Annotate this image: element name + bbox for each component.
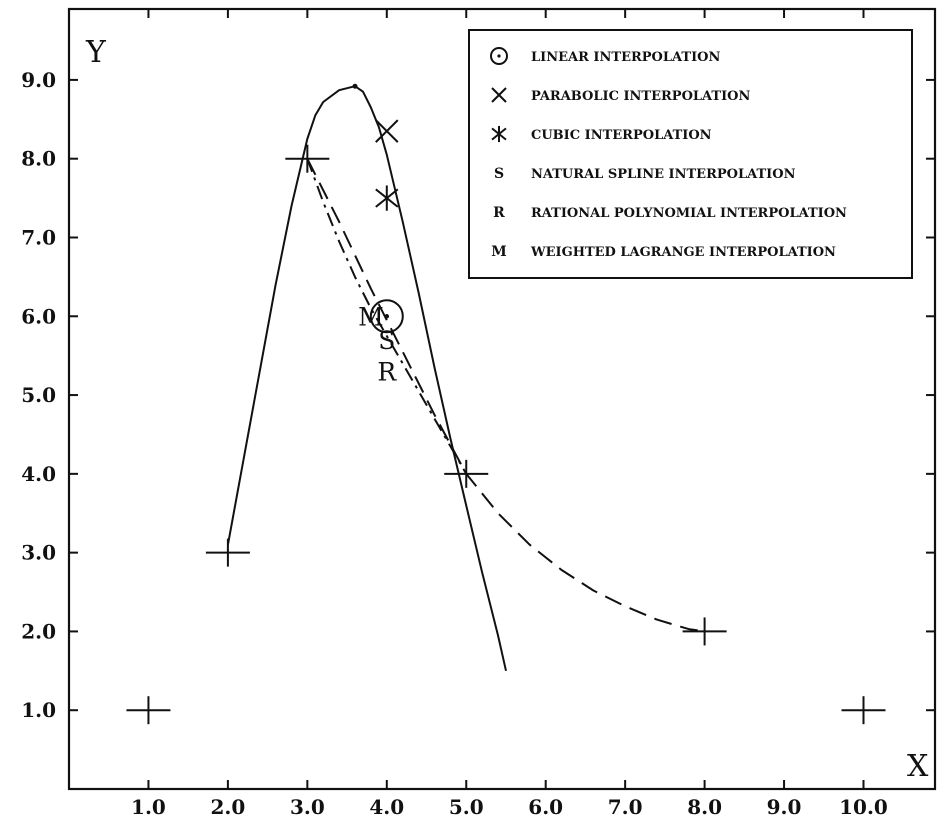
circle-ring (490, 47, 508, 65)
x-axis-title: X (907, 749, 929, 784)
plot-frame (67, 7, 937, 791)
symbol-S: S (494, 166, 504, 182)
symbol-M: M (491, 244, 507, 260)
symbol-letter: M (491, 244, 507, 260)
circle-center (497, 54, 501, 58)
y-tick-label: 7.0 (21, 225, 56, 249)
symbol-asterisk (375, 185, 399, 211)
legend-label: PARABOLIC INTERPOLATION (531, 89, 750, 104)
x-tick-label: 3.0 (290, 795, 325, 819)
symbol-letter: M (358, 302, 384, 331)
y-tick-label: 5.0 (21, 383, 56, 407)
legend-item: S NATURAL SPLINE INTERPOLATION (494, 166, 796, 182)
series-line-solid (226, 85, 507, 672)
legend-label: WEIGHTED LAGRANGE INTERPOLATION (530, 245, 836, 260)
series-line-dash-dot (306, 158, 468, 475)
y-axis-title: Y (85, 35, 107, 70)
legend-label: NATURAL SPLINE INTERPOLATION (531, 167, 796, 182)
x-tick-label: 1.0 (131, 795, 166, 819)
symbol-M: M (358, 302, 384, 331)
legend-item: LINEAR INTERPOLATION (490, 47, 720, 65)
legend-item: PARABOLIC INTERPOLATION (491, 87, 750, 104)
x-stroke (491, 87, 507, 103)
legend-label: LINEAR INTERPOLATION (531, 50, 720, 65)
symbol-circle-dot (369, 299, 404, 334)
symbol-x (375, 119, 399, 143)
circle-ring (369, 299, 404, 334)
x-tick-label: 4.0 (369, 795, 404, 819)
symbol-R: R (493, 205, 505, 221)
data-point-plus (841, 696, 886, 725)
x-tick-label: 8.0 (687, 795, 722, 819)
legend-item: CUBIC INTERPOLATION (491, 125, 712, 143)
symbol-S: S (378, 326, 395, 355)
symbol-letter: S (378, 326, 395, 355)
y-tick-label: 6.0 (21, 304, 56, 328)
y-tick-label: 9.0 (21, 68, 56, 92)
curve-peak-dot (352, 83, 358, 89)
data-point-plus (285, 144, 330, 173)
x-tick-label: 7.0 (608, 795, 643, 819)
x-tick-label: 5.0 (449, 795, 484, 819)
symbol-letter: S (494, 166, 504, 182)
legend-label: CUBIC INTERPOLATION (531, 128, 712, 143)
data-point-plus (205, 538, 250, 567)
x-tick-label: 2.0 (211, 795, 246, 819)
data-point-plus (444, 459, 489, 488)
circle-center (384, 314, 390, 319)
x-tick-label: 9.0 (767, 795, 802, 819)
x-stroke (375, 119, 399, 143)
y-tick-label: 8.0 (21, 147, 56, 171)
legend-label: RATIONAL POLYNOMIAL INTERPOLATION (531, 206, 847, 221)
symbol-letter: R (493, 205, 505, 221)
legend-item: R RATIONAL POLYNOMIAL INTERPOLATION (493, 205, 847, 221)
symbol-circle-dot (490, 47, 508, 65)
symbol-letter: R (377, 357, 397, 386)
symbol-R: R (377, 357, 397, 386)
y-tick-label: 4.0 (21, 462, 56, 486)
symbol-asterisk (491, 125, 507, 143)
legend-item: M WEIGHTED LAGRANGE INTERPOLATION (491, 244, 836, 260)
x-tick-label: 6.0 (528, 795, 563, 819)
symbol-x (491, 87, 507, 103)
y-tick-label: 3.0 (21, 541, 56, 565)
legend-box (468, 29, 913, 279)
x-tick-label: 10.0 (839, 795, 888, 819)
data-point-plus (126, 696, 171, 725)
data-point-plus (682, 617, 727, 646)
y-tick-label: 2.0 (21, 619, 56, 643)
y-tick-label: 1.0 (21, 698, 56, 722)
